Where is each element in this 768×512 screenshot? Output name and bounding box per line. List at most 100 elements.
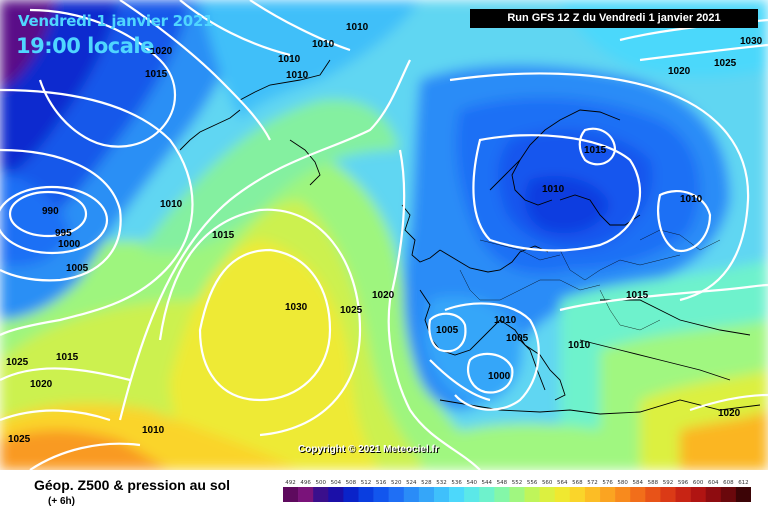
isobar-label: 1020 [150, 46, 173, 57]
legend-color-swatch [524, 487, 540, 502]
isobar-label: 1005 [66, 263, 89, 274]
legend-color-swatch [509, 487, 525, 502]
map-subtitle: (+ 6h) [48, 496, 75, 507]
isobar-labels: 1010101010101010102010151030102510201015… [6, 22, 763, 445]
isobars [0, 0, 768, 470]
legend-level-label: 520 [391, 480, 402, 486]
legend-level-label: 508 [346, 480, 357, 486]
run-info-badge: Run GFS 12 Z du Vendredi 1 janvier 2021 [470, 9, 758, 28]
legend-color-swatch [584, 487, 601, 502]
legend-color-swatch [615, 487, 631, 502]
isobar-label: 1010 [160, 199, 183, 210]
legend-color-swatch [283, 487, 299, 502]
legend-level-label: 588 [648, 480, 659, 486]
isobar-label: 1010 [142, 425, 165, 436]
forecast-date: Vendredi 1 janvier 2021 [18, 12, 214, 30]
legend-color-swatch [690, 487, 707, 502]
legend-level-label: 496 [300, 480, 311, 486]
copyright-text: Copyright © 2021 Meteociel.fr [298, 444, 439, 455]
legend-color-swatch [358, 487, 374, 502]
isobar-label: 1010 [346, 22, 369, 33]
isobar-label: 1025 [8, 434, 31, 445]
isobar-label: 1015 [56, 352, 79, 363]
legend-color-swatch [373, 487, 389, 502]
legend-level-label: 572 [587, 480, 598, 486]
isobar-label: 1010 [312, 39, 335, 50]
legend-level-label: 556 [527, 480, 538, 486]
isobar-label: 995 [55, 228, 72, 239]
legend-color-swatch [539, 487, 556, 502]
legend-level-label: 516 [376, 480, 387, 486]
legend-level-label: 608 [723, 480, 734, 486]
legend-color-swatch [403, 487, 420, 502]
isobar-label: 1010 [278, 54, 301, 65]
legend-level-label: 592 [663, 480, 674, 486]
coastlines [179, 59, 761, 415]
legend-color-swatch [600, 487, 616, 502]
legend-level-label: 532 [436, 480, 447, 486]
borders [459, 229, 721, 331]
legend-color-swatch [418, 487, 435, 502]
legend-level-label: 536 [451, 480, 462, 486]
legend-level-label: 492 [285, 480, 296, 486]
isobar-label: 1010 [286, 70, 309, 81]
legend-color-swatch [735, 487, 751, 502]
isobar-label: 1010 [494, 315, 517, 326]
legend-level-label: 580 [617, 480, 628, 486]
legend-level-label: 512 [361, 480, 372, 486]
legend-color-swatch [675, 487, 691, 502]
isobar-label: 990 [42, 206, 59, 217]
legend-color-swatch [660, 487, 676, 502]
legend-color-swatch [479, 487, 495, 502]
isobar-label: 1015 [145, 69, 168, 80]
isobar-label: 1020 [668, 66, 691, 77]
legend-level-label: 584 [633, 480, 644, 486]
isobar-label: 1015 [212, 230, 235, 241]
legend-color-swatch [464, 487, 480, 502]
legend-color-swatch [645, 487, 661, 502]
color-scale-legend: 492 496 500 504 508 512 516 520 524 528 532 536 540 5… [283, 480, 751, 502]
isobar-label: 1015 [626, 290, 649, 301]
legend-color-swatch [720, 487, 737, 502]
isobar-label: 1010 [568, 340, 591, 351]
map-title: Géop. Z500 & pression au sol [34, 477, 231, 493]
legend-level-label: 544 [482, 480, 493, 486]
legend-level-label: 564 [557, 480, 568, 486]
legend-color-swatch [313, 487, 329, 502]
legend-color-swatch [388, 487, 405, 502]
legend-color-swatch [449, 487, 465, 502]
isobar-label: 1000 [58, 239, 81, 250]
legend-level-label: 548 [497, 480, 508, 486]
geopotential-field [0, 0, 768, 470]
legend-color-swatch [569, 487, 586, 502]
legend-color-swatch [433, 487, 450, 502]
isobar-label: 1010 [542, 184, 565, 195]
isobar-label: 1005 [506, 333, 529, 344]
legend-level-label: 600 [693, 480, 704, 486]
isobar-label: 1015 [584, 145, 607, 156]
isobar-label: 1010 [680, 194, 703, 205]
isobar-label: 1020 [718, 408, 741, 419]
legend-color-swatch [494, 487, 510, 502]
isobar-label: 1005 [436, 325, 459, 336]
legend-level-label: 524 [406, 480, 417, 486]
isobar-label: 1020 [372, 290, 395, 301]
legend-level-label: 612 [738, 480, 749, 486]
legend-level-label: 552 [512, 480, 523, 486]
isobar-label: 1020 [30, 379, 53, 390]
isobar-label: 1030 [740, 36, 763, 47]
isobar-label: 1025 [6, 357, 29, 368]
isobar-label: 1025 [340, 305, 363, 316]
legend-color-swatch [630, 487, 646, 502]
legend-level-label: 528 [421, 480, 432, 486]
legend-level-label: 596 [678, 480, 689, 486]
isobar-label: 1000 [488, 371, 511, 382]
isobar-label: 1025 [714, 58, 737, 69]
legend-level-label: 576 [602, 480, 613, 486]
legend-level-label: 568 [572, 480, 583, 486]
legend-level-label: 504 [331, 480, 342, 486]
weather-map: 1010 1010 1010 1010 1020 1015 1030 1025 1020 1015… [0, 0, 768, 470]
legend-color-swatch [705, 487, 722, 502]
legend-color-swatch [343, 487, 359, 502]
footer-legend: Géop. Z500 & pression au sol (+ 6h) 492 4… [0, 470, 768, 512]
